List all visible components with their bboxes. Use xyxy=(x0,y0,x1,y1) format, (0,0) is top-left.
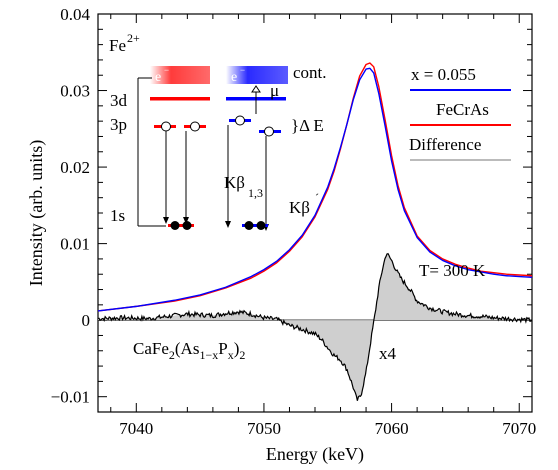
ion-label: Fe xyxy=(109,36,126,55)
scale-factor-label: x4 xyxy=(379,344,397,363)
decay-arrow-red-2-head xyxy=(183,217,189,224)
axis-tick-labels: 7040 7050 7060 7070 −0.01 0 0.01 0.02 0.03 0.04 xyxy=(51,5,537,438)
level-1s-blue xyxy=(242,224,268,227)
formula-part-2: (As xyxy=(175,339,200,358)
y-tick-label: 0.04 xyxy=(60,5,90,24)
electron-1s-blue-a xyxy=(244,221,254,230)
electron-3p-red xyxy=(190,121,200,132)
kbeta13-label: Kβ xyxy=(224,173,245,192)
electron-red: e xyxy=(155,70,161,85)
difference-line xyxy=(98,252,532,401)
axis-ticks xyxy=(98,13,532,413)
y-axis-title: Intensity (arb. units) xyxy=(26,140,47,286)
decay-arrow-blue-head xyxy=(225,221,231,228)
level-1s-label: 1s xyxy=(110,206,125,225)
y-tick-label: 0.02 xyxy=(60,158,90,177)
formula-part-0: CaFe xyxy=(133,339,169,358)
y-tick-label: −0.01 xyxy=(51,388,90,407)
electron-blue-charge: − xyxy=(240,65,245,75)
temperature-label: T= 300 K xyxy=(419,261,486,280)
formula-part-7: 2 xyxy=(239,348,245,362)
legend-label-x0055: x = 0.055 xyxy=(411,65,476,84)
formula-part-4: P xyxy=(218,339,227,358)
level-3d-red xyxy=(150,97,210,101)
electron-blue: e xyxy=(231,70,237,85)
formula-part-5: x xyxy=(228,348,234,362)
kbeta13-subscript: 1,3 xyxy=(248,186,263,200)
legend-label-difference: Difference xyxy=(409,135,481,154)
x-axis-title: Energy (keV) xyxy=(266,444,364,465)
difference-area xyxy=(98,252,532,401)
electron-1s-blue-b xyxy=(256,221,266,230)
x-tick-label: 7070 xyxy=(502,419,536,438)
legend-label-fecras: FeCrAs xyxy=(436,100,489,119)
compound-formula: CaFe2(As1−xPx)2 xyxy=(133,339,245,362)
x-tick-label: 7050 xyxy=(247,419,281,438)
y-tick-label: 0.03 xyxy=(60,82,90,101)
formula-part-6: ) xyxy=(234,339,240,358)
y-tick-label: 0 xyxy=(82,311,91,330)
electron-red-charge: − xyxy=(164,65,169,75)
continuum-band-red xyxy=(150,66,210,84)
energy-level-inset: Fe 2+ e − e − cont. 3d μ 3p }Δ E xyxy=(109,31,327,231)
y-tick-label: 0.01 xyxy=(60,235,90,254)
ion-charge: 2+ xyxy=(127,31,140,45)
delta-e-label: }Δ E xyxy=(291,116,324,135)
series-line-fecras xyxy=(98,62,532,312)
mu-label: μ xyxy=(270,81,279,100)
series-layer xyxy=(98,62,532,401)
decay-arrow-red-head xyxy=(163,217,169,224)
hole-3p-red xyxy=(161,121,171,132)
kbeta-prime-superscript: ´ xyxy=(315,191,319,205)
series-line-x-0-055 xyxy=(98,67,532,312)
level-3p-label: 3p xyxy=(110,115,127,134)
x-tick-label: 7060 xyxy=(375,419,409,438)
hole-3p-blue xyxy=(235,115,245,126)
kbeta-prime-label: Kβ xyxy=(289,198,310,217)
formula-part-3: 1−x xyxy=(199,348,218,362)
electron-1s-red-a xyxy=(170,221,180,230)
continuum-label: cont. xyxy=(293,63,327,82)
level-3d-label: 3d xyxy=(110,91,128,110)
mu-arrow-head xyxy=(251,85,261,93)
formula-part-1: 2 xyxy=(169,348,175,362)
x-tick-label: 7040 xyxy=(119,419,153,438)
electron-3p-blue xyxy=(264,126,274,137)
legend: x = 0.055 FeCrAs Difference xyxy=(409,65,511,161)
electron-1s-red-b xyxy=(182,221,192,230)
level-1s-red xyxy=(168,224,194,227)
continuum-band-blue xyxy=(226,66,288,84)
